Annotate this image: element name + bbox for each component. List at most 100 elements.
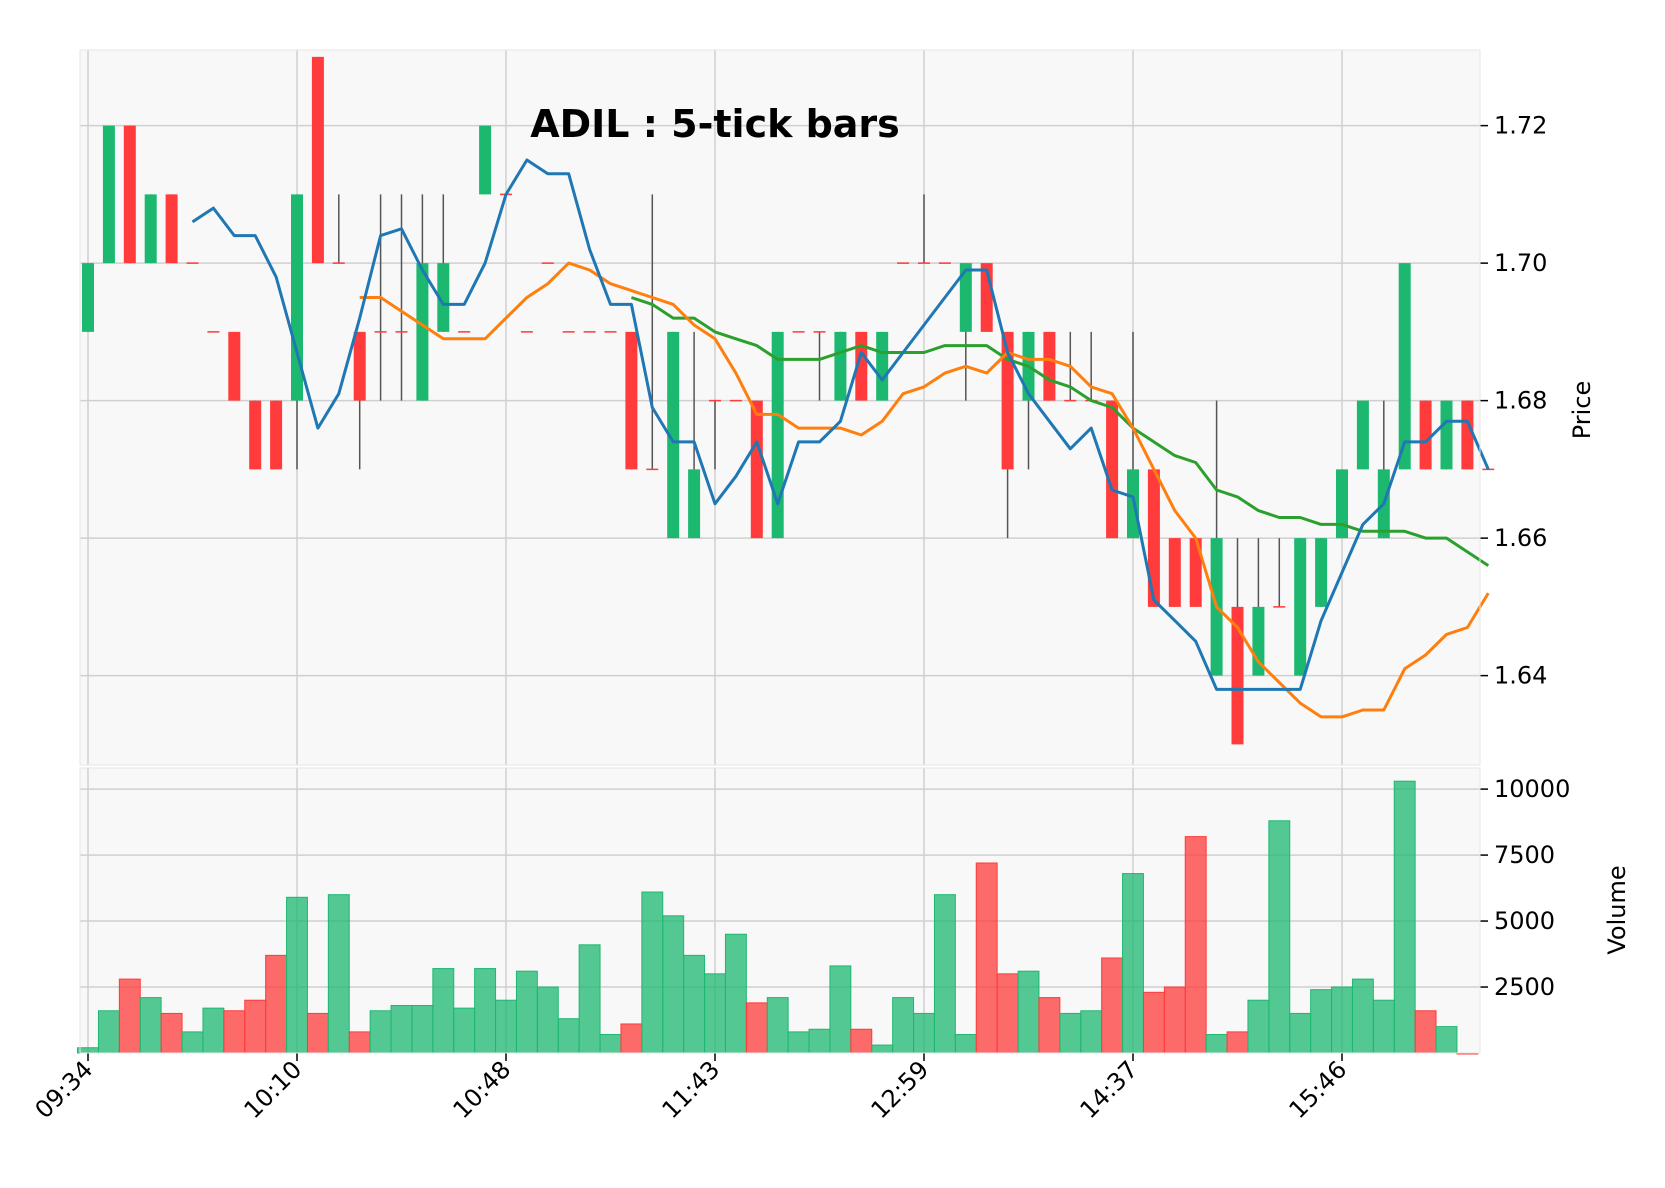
x-tick-label: 14:37 (1075, 1055, 1144, 1124)
candle-body (1356, 400, 1369, 470)
candle-body (1419, 400, 1432, 470)
candle-body (228, 331, 241, 401)
volume-bar (536, 986, 559, 1054)
volume-tick-label: 2500 (1494, 973, 1555, 1001)
candle-body (1168, 538, 1181, 607)
volume-bar (1080, 1010, 1103, 1054)
volume-bar (369, 1010, 392, 1054)
candle-body (688, 469, 701, 539)
volume-bar (1059, 1012, 1082, 1054)
candle-body (291, 194, 303, 401)
volume-bar (1414, 1010, 1437, 1054)
volume-bar (557, 1018, 580, 1054)
candle-body (479, 125, 492, 195)
volume-bar (1435, 1026, 1458, 1054)
candle-body (416, 263, 429, 401)
volume-tick-label: 7500 (1494, 841, 1555, 869)
candle-body (1440, 400, 1453, 470)
candle-body (437, 263, 450, 332)
candle-body (1231, 606, 1244, 745)
volume-bar (1331, 986, 1353, 1054)
price-candles (82, 56, 1495, 745)
volume-bar (453, 1007, 476, 1054)
candle-body (1315, 538, 1328, 607)
x-tick-label: 15:46 (1284, 1055, 1353, 1124)
volume-bar (620, 1023, 643, 1054)
volume-bar (829, 965, 852, 1054)
price-tick-label: 1.68 (1494, 387, 1547, 415)
candle-body (1147, 469, 1160, 607)
volume-bar (1268, 820, 1291, 1054)
price-tick-label: 1.64 (1494, 662, 1547, 690)
volume-bar (515, 970, 538, 1054)
volume-bar (97, 1010, 120, 1054)
volume-bar (244, 999, 267, 1054)
volume-axis-label: Volume (1603, 865, 1631, 954)
volume-bar (892, 997, 915, 1054)
candle-body (123, 125, 136, 264)
volume-bars (77, 780, 1479, 1055)
volume-tick-label: 5000 (1494, 907, 1555, 935)
price-tick-label: 1.66 (1494, 524, 1547, 552)
x-tick-label: 12:59 (866, 1055, 935, 1124)
volume-bar (139, 997, 162, 1054)
volume-bar (933, 894, 956, 1054)
volume-bar (996, 973, 1019, 1054)
volume-bar (77, 1047, 99, 1054)
candle-body (102, 125, 115, 264)
candle-body (1398, 263, 1411, 470)
x-tick-label: 11:43 (657, 1055, 726, 1124)
volume-bar (1351, 978, 1374, 1054)
volume-bar (1163, 986, 1186, 1054)
volume-bar (913, 1012, 935, 1054)
candle-body (750, 400, 763, 539)
volume-bar (1372, 999, 1395, 1054)
volume-bar (390, 1005, 413, 1054)
volume-bar (118, 978, 141, 1054)
volume-bar (1038, 997, 1061, 1054)
volume-bar (850, 1028, 873, 1054)
volume-bar (223, 1010, 246, 1054)
price-axis-label: Price (1568, 381, 1596, 440)
volume-bar (348, 1031, 371, 1054)
volume-bar (495, 999, 517, 1054)
volume-bar (1184, 836, 1207, 1054)
volume-bar (181, 1031, 204, 1054)
volume-bar (1101, 957, 1124, 1054)
candle-body (959, 263, 972, 332)
volume-bar (975, 862, 998, 1054)
volume-bar (160, 1012, 183, 1054)
candle-body (1189, 538, 1202, 607)
volume-bar (306, 1012, 329, 1054)
candle-body (1461, 400, 1474, 470)
volume-bar (1205, 1034, 1228, 1054)
candle-body (270, 400, 283, 470)
ma-short-line (191, 158, 1490, 691)
volume-bar (474, 968, 497, 1054)
candle-body (249, 400, 262, 470)
candle-body (1043, 331, 1056, 401)
candle-body (876, 331, 889, 401)
volume-panel-border (79, 767, 1481, 1054)
volume-bar (1122, 873, 1144, 1054)
candle-body (144, 194, 157, 264)
volume-bar (954, 1034, 977, 1054)
candle-body (1294, 538, 1307, 676)
candle-body (625, 331, 638, 470)
volume-bar (871, 1044, 894, 1054)
volume-bar (1247, 999, 1270, 1054)
candle-body (82, 263, 94, 332)
volume-bar (286, 896, 308, 1054)
volume-bar (766, 997, 789, 1054)
candle-body (1001, 331, 1014, 470)
ma-mid-line (359, 261, 1490, 719)
candle-body (667, 331, 680, 539)
volume-bar (578, 944, 601, 1054)
volume-bar (662, 915, 685, 1054)
volume-bar (411, 1005, 434, 1054)
volume-bar (1289, 1012, 1312, 1054)
volume-bar (683, 954, 706, 1054)
x-tick-label: 10:48 (448, 1055, 517, 1124)
